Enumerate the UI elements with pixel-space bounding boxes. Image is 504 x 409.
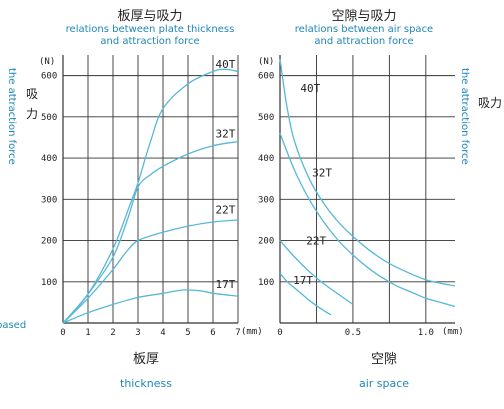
y-tick-label: 300 [41, 195, 57, 205]
left-x-unit: (mm) [241, 327, 263, 337]
right-x-unit: (mm) [442, 327, 464, 337]
series-label-17T: 17T [216, 278, 236, 291]
series-label-17T: 17T [293, 274, 313, 287]
y-tick-label: 100 [41, 278, 57, 288]
left-side-cn-1: 吸 [26, 87, 38, 101]
series-label-40T: 40T [216, 58, 236, 71]
panel-left: 100 200 300 400 500 600 0 1 2 3 4 5 6 7 40T 32T 22T 17T [41, 55, 241, 338]
y-tick-label: 400 [258, 154, 274, 164]
x-tick-label: 7 [235, 328, 240, 338]
left-xlabel-cn: 板厚 [133, 352, 159, 367]
series-label-32T: 32T [312, 167, 332, 180]
cut-text: based [0, 320, 26, 331]
x-tick-label: 1 [85, 328, 90, 338]
right-xlabel-cn: 空隙 [371, 352, 397, 367]
series-label-32T: 32T [216, 127, 236, 140]
left-side-cn-2: 力 [26, 107, 38, 121]
x-tick-label: 3 [135, 328, 140, 338]
right-side-en: the attraction force [459, 68, 470, 165]
left-title-en-2: and attraction force [100, 36, 199, 47]
y-tick-label: 100 [258, 278, 274, 288]
right-title-en-2: and attraction force [314, 36, 413, 47]
left-title-en-1: relations between plate thickness [66, 24, 235, 35]
x-tick-label: 0 [60, 328, 65, 338]
x-tick-label: 6 [210, 328, 215, 338]
right-title-cn: 空隙与吸力 [331, 9, 396, 24]
y-tick-label: 500 [258, 113, 274, 123]
left-xlabel-en: thickness [120, 377, 172, 390]
left-title-cn: 板厚与吸力 [117, 9, 182, 24]
series-line-22T [279, 240, 354, 305]
y-tick-label: 300 [258, 195, 274, 205]
x-tick-label: 0.5 [345, 328, 361, 338]
x-tick-label: 4 [160, 328, 165, 338]
x-tick-label: 5 [185, 328, 190, 338]
series-line-32T [279, 133, 456, 308]
y-tick-label: 200 [41, 237, 57, 247]
series-line-17T [279, 273, 332, 316]
series-label-22T: 22T [306, 235, 326, 248]
series-line-40T [62, 68, 239, 324]
x-tick-label: 1.0 [418, 328, 434, 338]
right-side-cn: 吸力 [478, 96, 502, 110]
left-y-unit: (N) [39, 57, 55, 67]
right-title-en-1: relations between air space [295, 24, 433, 35]
series-label-22T: 22T [216, 204, 236, 217]
left-side-en: the attraction force [6, 68, 17, 165]
y-tick-label: 600 [41, 72, 57, 82]
series-label-40T: 40T [300, 82, 320, 95]
series-line-40T [279, 59, 456, 287]
panel-right: 100 200 300 400 500 600 0 0.5 1.0 40T 32T 22T 17T [258, 55, 456, 338]
y-tick-label: 400 [41, 154, 57, 164]
series-line-17T [62, 289, 239, 324]
right-y-unit: (N) [258, 57, 274, 67]
y-tick-label: 600 [258, 72, 274, 82]
x-tick-label: 0 [277, 328, 282, 338]
y-tick-label: 500 [41, 113, 57, 123]
y-tick-label: 200 [258, 237, 274, 247]
series-line-32T [62, 140, 239, 324]
series-line-22T [62, 219, 239, 324]
x-tick-label: 2 [110, 328, 115, 338]
right-xlabel-en: air space [359, 377, 409, 390]
